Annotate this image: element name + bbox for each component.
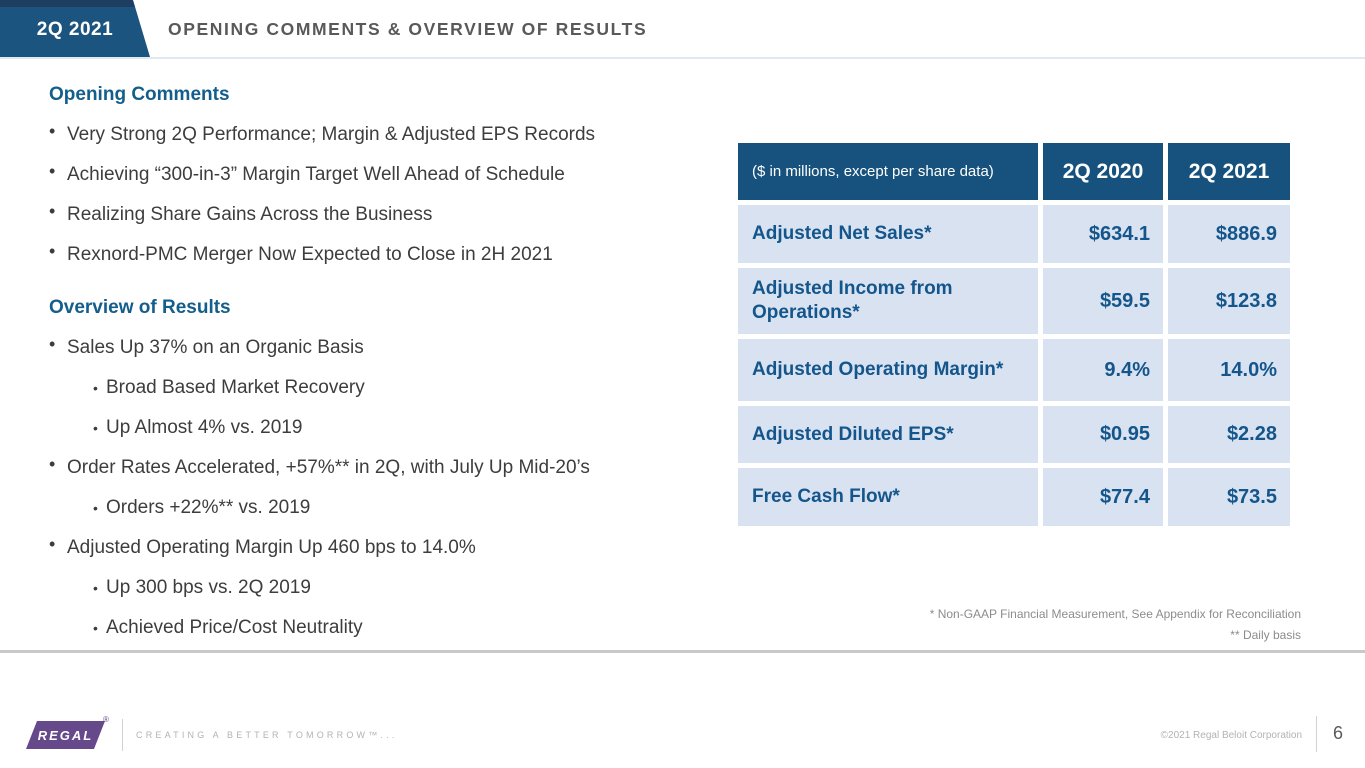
list-item: • Up Almost 4% vs. 2019 — [49, 417, 721, 439]
registered-trademark-icon: ® — [103, 715, 109, 724]
list-item-text: Sales Up 37% on an Organic Basis — [67, 337, 364, 358]
row-label: Adjusted Operating Margin* — [738, 339, 1038, 401]
list-item-text: Realizing Share Gains Across the Busines… — [67, 204, 433, 225]
list-item-text: Achieved Price/Cost Neutrality — [106, 617, 363, 638]
bullet-icon: • — [93, 380, 98, 396]
copyright-text: ©2021 Regal Beloit Corporation — [1160, 730, 1302, 741]
row-value-2q2021: $886.9 — [1168, 205, 1290, 263]
footnotes: * Non-GAAP Financial Measurement, See Ap… — [930, 604, 1301, 646]
content-footer-divider — [0, 650, 1365, 653]
list-item: • Very Strong 2Q Performance; Margin & A… — [49, 121, 721, 146]
bullet-icon: • — [49, 121, 56, 141]
bullet-icon: • — [93, 620, 98, 636]
row-value-2q2020: 9.4% — [1043, 339, 1163, 401]
list-item: • Up 300 bps vs. 2Q 2019 — [49, 577, 721, 599]
bullet-icon: • — [49, 241, 56, 261]
row-value-2q2020: $59.5 — [1043, 268, 1163, 334]
table-row: Free Cash Flow* $77.4 $73.5 — [738, 468, 1290, 526]
bullet-icon: • — [49, 161, 56, 181]
table-header-row: ($ in millions, except per share data) 2… — [738, 143, 1290, 200]
bullet-icon: • — [49, 534, 56, 554]
footnote-non-gaap: * Non-GAAP Financial Measurement, See Ap… — [929, 607, 1301, 621]
bullet-icon: • — [49, 201, 56, 221]
row-label: Adjusted Income from Operations* — [738, 268, 1038, 334]
table-header-2q2020: 2Q 2020 — [1043, 143, 1163, 200]
footnote-daily-basis: ** Daily basis — [1230, 628, 1301, 642]
table-header-units: ($ in millions, except per share data) — [738, 143, 1038, 200]
list-item: • Adjusted Operating Margin Up 460 bps t… — [49, 534, 721, 559]
header-divider — [0, 57, 1365, 59]
row-label: Adjusted Diluted EPS* — [738, 406, 1038, 463]
table-row: Adjusted Income from Operations* $59.5 $… — [738, 268, 1290, 334]
list-item-text: Up 300 bps vs. 2Q 2019 — [106, 577, 311, 598]
list-item-text: Up Almost 4% vs. 2019 — [106, 417, 303, 438]
page-title: OPENING COMMENTS & OVERVIEW OF RESULTS — [168, 18, 648, 39]
list-item-text: Achieving “300-in-3” Margin Target Well … — [67, 164, 565, 185]
page-number: 6 — [1333, 723, 1344, 743]
quarter-badge-label: 2Q 2021 — [36, 19, 114, 40]
table-row: Adjusted Diluted EPS* $0.95 $2.28 — [738, 406, 1290, 463]
regal-logo-text: REGAL — [37, 727, 94, 743]
list-item-text: Very Strong 2Q Performance; Margin & Adj… — [67, 124, 596, 145]
footer-tagline: CREATING A BETTER TOMORROW™... — [136, 730, 398, 740]
list-item-text: Rexnord-PMC Merger Now Expected to Close… — [67, 244, 553, 265]
row-value-2q2021: $2.28 — [1168, 406, 1290, 463]
bullet-icon: • — [93, 420, 98, 436]
list-item: • Realizing Share Gains Across the Busin… — [49, 201, 721, 226]
table-row: Adjusted Net Sales* $634.1 $886.9 — [738, 205, 1290, 263]
row-value-2q2020: $77.4 — [1043, 468, 1163, 526]
table-header-2q2021: 2Q 2021 — [1168, 143, 1290, 200]
footer-divider — [1316, 716, 1317, 752]
bullet-icon: • — [93, 580, 98, 596]
quarter-badge: 2Q 2021 — [0, 0, 150, 57]
list-item: • Achieving “300-in-3” Margin Target Wel… — [49, 161, 721, 186]
list-item: • Sales Up 37% on an Organic Basis — [49, 334, 721, 359]
bullet-content: Opening Comments • Very Strong 2Q Perfor… — [49, 84, 721, 657]
row-value-2q2020: $0.95 — [1043, 406, 1163, 463]
list-item: • Orders +22%** vs. 2019 — [49, 497, 721, 519]
section-heading-opening-comments: Opening Comments — [49, 84, 230, 105]
table-row: Adjusted Operating Margin* 9.4% 14.0% — [738, 339, 1290, 401]
row-value-2q2021: 14.0% — [1168, 339, 1290, 401]
row-label: Free Cash Flow* — [738, 468, 1038, 526]
row-value-2q2021: $123.8 — [1168, 268, 1290, 334]
list-item-text: Orders +22%** vs. 2019 — [106, 497, 311, 518]
section-heading-overview-of-results: Overview of Results — [49, 297, 231, 318]
row-label: Adjusted Net Sales* — [738, 205, 1038, 263]
bullet-icon: • — [49, 454, 56, 474]
list-item: • Order Rates Accelerated, +57%** in 2Q,… — [49, 454, 721, 479]
list-item-text: Broad Based Market Recovery — [106, 377, 365, 398]
bullet-icon: • — [49, 334, 56, 354]
row-value-2q2021: $73.5 — [1168, 468, 1290, 526]
footer-divider — [122, 719, 123, 751]
list-item: • Broad Based Market Recovery — [49, 377, 721, 399]
financial-results-table: ($ in millions, except per share data) 2… — [733, 138, 1295, 531]
regal-logo: REGAL — [26, 721, 105, 749]
list-item: • Rexnord-PMC Merger Now Expected to Clo… — [49, 241, 721, 266]
row-value-2q2020: $634.1 — [1043, 205, 1163, 263]
bullet-icon: • — [93, 500, 98, 516]
list-item: • Achieved Price/Cost Neutrality — [49, 617, 721, 639]
list-item-text: Order Rates Accelerated, +57%** in 2Q, w… — [67, 457, 590, 478]
list-item-text: Adjusted Operating Margin Up 460 bps to … — [67, 537, 476, 558]
